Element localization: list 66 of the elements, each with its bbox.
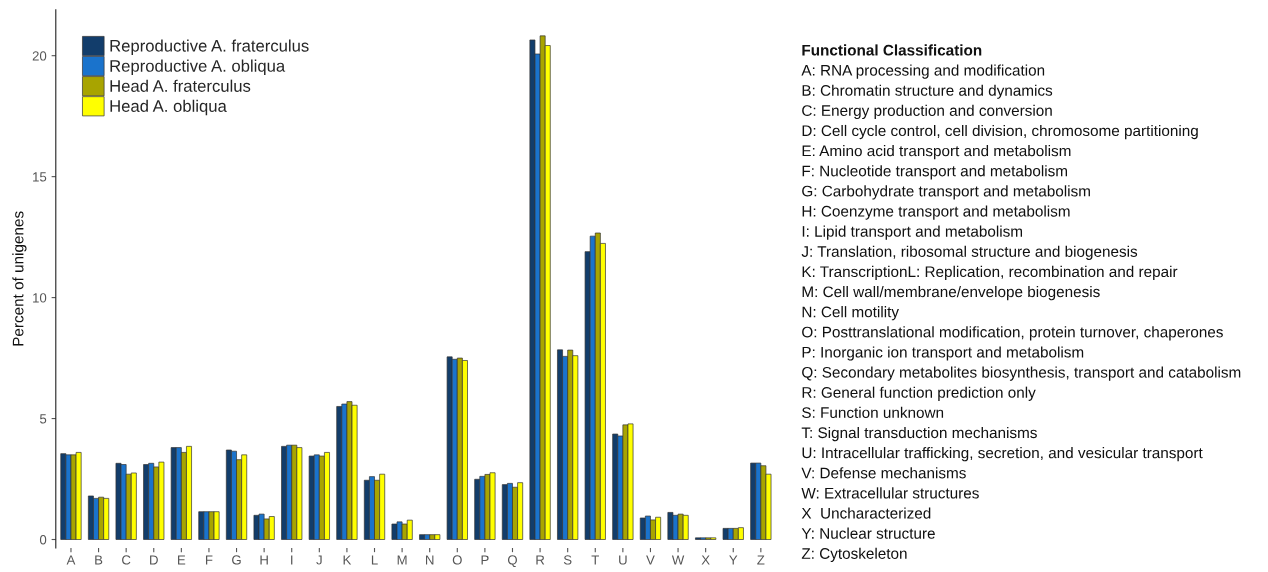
- text: Functional Classification: [802, 44, 982, 56]
- text: U: Intracellular trafficking, secretion, and vesicular transport: [802, 447, 1203, 462]
- text: G: Carbohydrate transport and metabolism: [802, 185, 1090, 200]
- y-tick-label: 10: [33, 293, 47, 303]
- bar: [419, 534, 425, 540]
- x-tick-label: E: [178, 555, 186, 565]
- x-tick-label: H: [260, 555, 268, 565]
- x-tick-label: X: [701, 555, 710, 565]
- text: S: Function unknown: [802, 406, 944, 418]
- x-tick-label: M: [397, 555, 407, 565]
- y-tick-label: 15: [33, 172, 47, 182]
- text: A: RNA processing and modification: [801, 64, 1045, 79]
- bar: [667, 512, 674, 540]
- text: T: Signal transduction mechanisms: [801, 426, 1037, 442]
- text: P: Inorganic ion transport and metabolism: [802, 346, 1084, 361]
- y-axis-title: Percent of unigenes: [12, 211, 27, 346]
- text: N: Cell motility: [802, 306, 899, 321]
- y-tick-label: 5: [39, 414, 47, 424]
- x-tick-label: G: [232, 555, 241, 565]
- text: R: General function prediction only: [802, 386, 1036, 401]
- text: J: Translation, ribosomal structure and biogenesis: [801, 245, 1138, 260]
- text: O: Posttranslational modification, protein turnover, chaperones: [802, 326, 1223, 341]
- x-tick-label: A: [66, 555, 76, 565]
- x-tick-label: I: [291, 555, 293, 565]
- y-tick-label: 20: [32, 51, 47, 61]
- x-tick-label: F: [206, 555, 213, 565]
- x-tick-label: U: [619, 555, 627, 565]
- x-tick-label: W: [671, 555, 685, 565]
- x-tick-label: K: [343, 555, 352, 565]
- text: V: Defense mechanisms: [801, 467, 966, 479]
- x-tick-label: R: [536, 555, 545, 565]
- text: B: Chromatin structure and dynamics: [802, 84, 1053, 99]
- x-tick-label: L: [371, 555, 378, 565]
- legend-label: Head A. fraterculus: [110, 79, 251, 92]
- text: E: Amino acid transport and metabolism: [802, 145, 1071, 160]
- x-tick-label: O: [452, 555, 462, 565]
- x-tick-label: Q: [507, 555, 517, 567]
- x-tick-label: S: [563, 555, 572, 565]
- text: I: Lipid transport and metabolism: [802, 225, 1023, 240]
- text: Y: Nuclear structure: [801, 527, 935, 539]
- text: Z: Cytoskeleton: [801, 547, 907, 562]
- x-tick-label: J: [316, 555, 322, 565]
- text: C: Energy production and conversion: [802, 104, 1052, 119]
- text: F: Nucleotide transport and metabolism: [802, 165, 1068, 180]
- text: X Uncharacterized: [801, 507, 931, 519]
- x-tick-label: D: [150, 555, 158, 565]
- bar: [130, 472, 137, 540]
- x-tick-label: Z: [757, 555, 765, 565]
- y-tick-label: 0: [39, 535, 47, 545]
- x-tick-label: V: [646, 555, 655, 565]
- text: M: Cell wall/membrane/envelope biogenesis: [802, 285, 1100, 301]
- x-tick-label: P: [481, 555, 489, 565]
- legend-label: Reproductive A. obliqua: [110, 59, 286, 76]
- text: K: TranscriptionL: Replication, recombination and repair: [802, 265, 1178, 281]
- x-tick-label: N: [426, 555, 434, 565]
- bar: [446, 356, 453, 540]
- x-tick-label: T: [591, 555, 599, 565]
- x-tick-label: B: [95, 555, 103, 565]
- text: Q: Secondary metabolites biosynthesis, transport and catabolism: [802, 366, 1241, 381]
- x-tick-label: Y: [729, 555, 738, 565]
- legend-label: Head A. obliqua: [110, 99, 227, 116]
- x-tick-label: C: [122, 555, 131, 565]
- text: D: Cell cycle control, cell division, chromosome partitioning: [802, 124, 1198, 140]
- legend-label: Reproductive A. fraterculus: [110, 39, 309, 56]
- text: H: Coenzyme transport and metabolism: [802, 205, 1070, 220]
- text: W: Extracellular structures: [801, 487, 979, 499]
